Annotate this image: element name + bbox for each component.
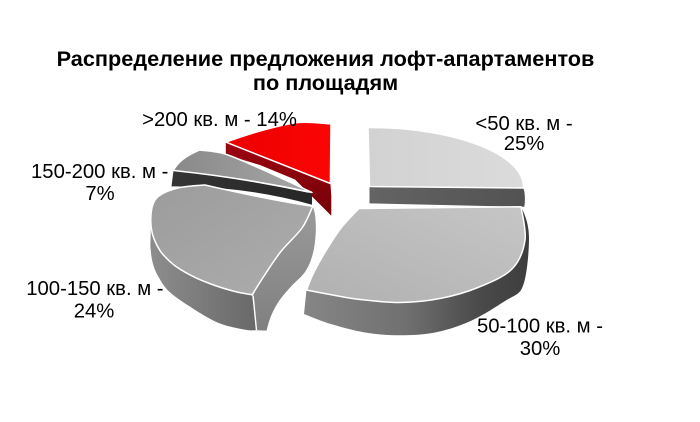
svg-text:по площадям: по площадям — [253, 70, 398, 95]
svg-text:30%: 30% — [520, 338, 561, 360]
svg-text:50-100 кв. м -: 50-100 кв. м - — [477, 315, 603, 337]
svg-text:Распределение предложения лофт: Распределение предложения лофт-апартамен… — [57, 46, 595, 71]
svg-text:25%: 25% — [504, 133, 545, 155]
svg-text:>200 кв. м - 14%: >200 кв. м - 14% — [142, 109, 297, 131]
svg-text:24%: 24% — [74, 301, 115, 323]
svg-text:<50 кв. м -: <50 кв. м - — [475, 113, 572, 135]
svg-text:100-150 кв. м -: 100-150 кв. м - — [26, 278, 163, 300]
svg-text:7%: 7% — [85, 183, 114, 205]
svg-text:150-200 кв. м -: 150-200 кв. м - — [31, 161, 168, 183]
